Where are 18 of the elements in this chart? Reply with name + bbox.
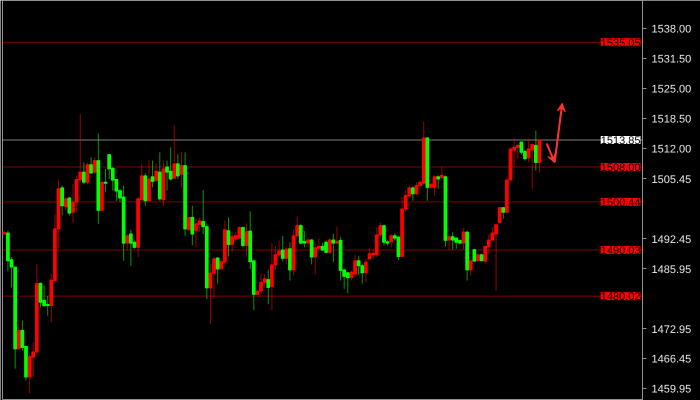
y-tick-label: 1492.45 xyxy=(652,234,692,246)
y-tick-label: 1538.00 xyxy=(652,24,692,36)
y-tick-label: 1466.45 xyxy=(652,354,692,366)
y-tick-label: 1485.95 xyxy=(652,264,692,276)
ref-line-label: 1535.05 xyxy=(600,37,641,50)
ref-line-label: 1490.03 xyxy=(600,244,641,257)
y-tick-label: 1459.95 xyxy=(652,384,692,396)
ref-line-label: 1500.44 xyxy=(600,196,641,209)
y-tick-label: 1525.00 xyxy=(652,84,692,96)
y-tick-label: 1518.50 xyxy=(652,114,692,126)
y-tick-label: 1512.00 xyxy=(652,144,692,156)
candlestick xyxy=(498,206,502,224)
candlestick xyxy=(186,216,191,232)
y-tick-label: 1472.95 xyxy=(652,324,692,336)
ref-line-label: 1513.85 xyxy=(600,135,641,148)
ref-line-label: 1508.00 xyxy=(600,162,641,174)
y-tick-label: 1505.45 xyxy=(652,174,692,186)
y-tick-label: 1531.50 xyxy=(652,54,692,66)
